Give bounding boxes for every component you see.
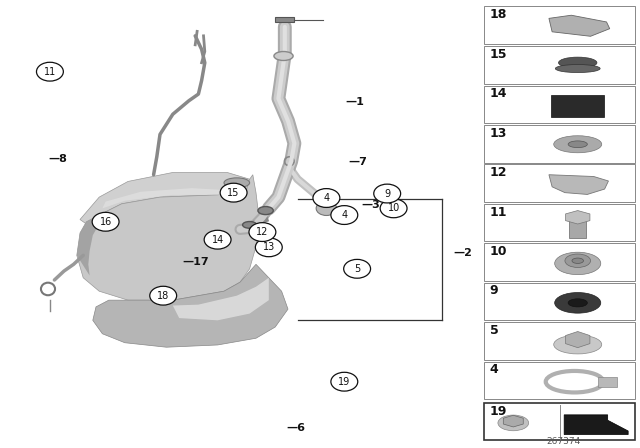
Polygon shape — [77, 215, 99, 276]
FancyBboxPatch shape — [484, 243, 635, 281]
Ellipse shape — [556, 65, 600, 73]
Text: 16: 16 — [99, 217, 112, 227]
Polygon shape — [173, 278, 269, 320]
Circle shape — [380, 199, 407, 218]
Circle shape — [313, 189, 340, 207]
Text: 13: 13 — [490, 127, 507, 140]
Text: 267374: 267374 — [546, 437, 580, 446]
Ellipse shape — [498, 415, 529, 431]
Text: 18: 18 — [490, 8, 507, 21]
FancyBboxPatch shape — [484, 283, 635, 320]
Text: 19: 19 — [338, 377, 351, 387]
Circle shape — [249, 223, 276, 241]
Ellipse shape — [554, 136, 602, 153]
Circle shape — [331, 372, 358, 391]
FancyBboxPatch shape — [484, 6, 635, 44]
Circle shape — [204, 230, 231, 249]
Ellipse shape — [243, 222, 257, 228]
Ellipse shape — [568, 299, 588, 307]
Ellipse shape — [559, 57, 597, 69]
Text: —7: —7 — [349, 157, 367, 167]
Text: —1: —1 — [346, 97, 364, 107]
Text: 13: 13 — [262, 242, 275, 252]
Circle shape — [344, 259, 371, 278]
Ellipse shape — [565, 254, 591, 267]
Text: —8: —8 — [48, 154, 67, 164]
Ellipse shape — [572, 258, 584, 263]
Ellipse shape — [224, 178, 250, 188]
FancyBboxPatch shape — [484, 164, 635, 202]
Text: —6: —6 — [287, 423, 306, 433]
Ellipse shape — [554, 335, 602, 354]
Circle shape — [36, 62, 63, 81]
Polygon shape — [275, 17, 294, 22]
Text: 11: 11 — [44, 67, 56, 77]
Text: 5: 5 — [490, 324, 499, 337]
Text: —3: —3 — [362, 200, 380, 210]
Text: —2: —2 — [453, 248, 472, 258]
Polygon shape — [80, 172, 250, 224]
Polygon shape — [549, 175, 609, 194]
Text: 11: 11 — [490, 206, 507, 219]
Text: 12: 12 — [256, 227, 269, 237]
Polygon shape — [93, 264, 288, 347]
Ellipse shape — [258, 207, 273, 215]
Text: 9: 9 — [490, 284, 498, 297]
Circle shape — [255, 238, 282, 257]
Circle shape — [316, 189, 337, 203]
Text: 15: 15 — [490, 48, 507, 61]
Ellipse shape — [274, 52, 293, 60]
Circle shape — [92, 212, 119, 231]
FancyBboxPatch shape — [484, 125, 635, 163]
Ellipse shape — [555, 293, 601, 313]
Text: 14: 14 — [490, 87, 507, 100]
Text: 19: 19 — [490, 405, 507, 418]
Polygon shape — [77, 175, 259, 300]
Polygon shape — [102, 188, 230, 208]
Text: 4: 4 — [341, 210, 348, 220]
Text: 18: 18 — [157, 291, 170, 301]
Polygon shape — [566, 332, 590, 348]
Text: 15: 15 — [227, 188, 240, 198]
Circle shape — [331, 206, 358, 224]
Circle shape — [374, 184, 401, 203]
Text: 5: 5 — [354, 264, 360, 274]
Circle shape — [316, 201, 337, 215]
Text: 14: 14 — [211, 235, 224, 245]
FancyBboxPatch shape — [570, 220, 586, 238]
FancyBboxPatch shape — [484, 322, 635, 360]
FancyBboxPatch shape — [484, 86, 635, 123]
Text: 12: 12 — [490, 166, 507, 179]
Text: 10: 10 — [490, 245, 507, 258]
Circle shape — [220, 183, 247, 202]
FancyBboxPatch shape — [598, 377, 617, 387]
FancyBboxPatch shape — [484, 362, 635, 399]
Ellipse shape — [555, 252, 601, 275]
Polygon shape — [566, 211, 590, 224]
FancyBboxPatch shape — [484, 204, 635, 241]
Text: —17: —17 — [182, 257, 209, 267]
Polygon shape — [549, 15, 610, 36]
Text: 4: 4 — [323, 193, 330, 203]
Circle shape — [150, 286, 177, 305]
Ellipse shape — [568, 141, 588, 148]
FancyBboxPatch shape — [552, 95, 604, 117]
Text: 10: 10 — [387, 203, 400, 213]
FancyBboxPatch shape — [484, 46, 635, 84]
Text: 4: 4 — [490, 363, 499, 376]
Text: 9: 9 — [384, 189, 390, 198]
FancyBboxPatch shape — [484, 403, 635, 440]
Polygon shape — [564, 415, 628, 435]
Polygon shape — [503, 415, 524, 427]
